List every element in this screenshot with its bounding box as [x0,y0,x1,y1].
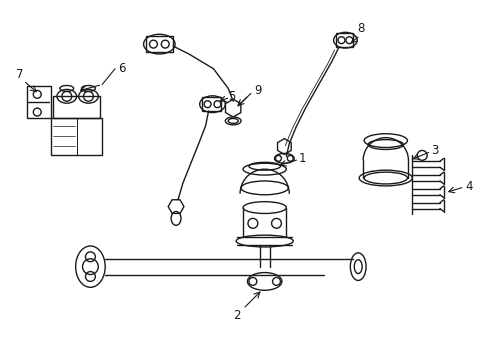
Text: 8: 8 [357,22,364,35]
Text: 4: 4 [465,180,472,193]
Bar [27,86,51,118]
Text: 6: 6 [118,62,125,75]
Bar [145,36,173,52]
Bar [53,96,100,118]
Text: 9: 9 [254,84,261,97]
Text: 3: 3 [430,144,438,157]
Text: 7: 7 [16,68,23,81]
Bar [201,97,221,111]
Text: 1: 1 [298,152,305,165]
Text: 5: 5 [228,90,235,103]
Bar [335,33,352,47]
Bar [51,118,102,156]
Text: 2: 2 [233,309,241,322]
